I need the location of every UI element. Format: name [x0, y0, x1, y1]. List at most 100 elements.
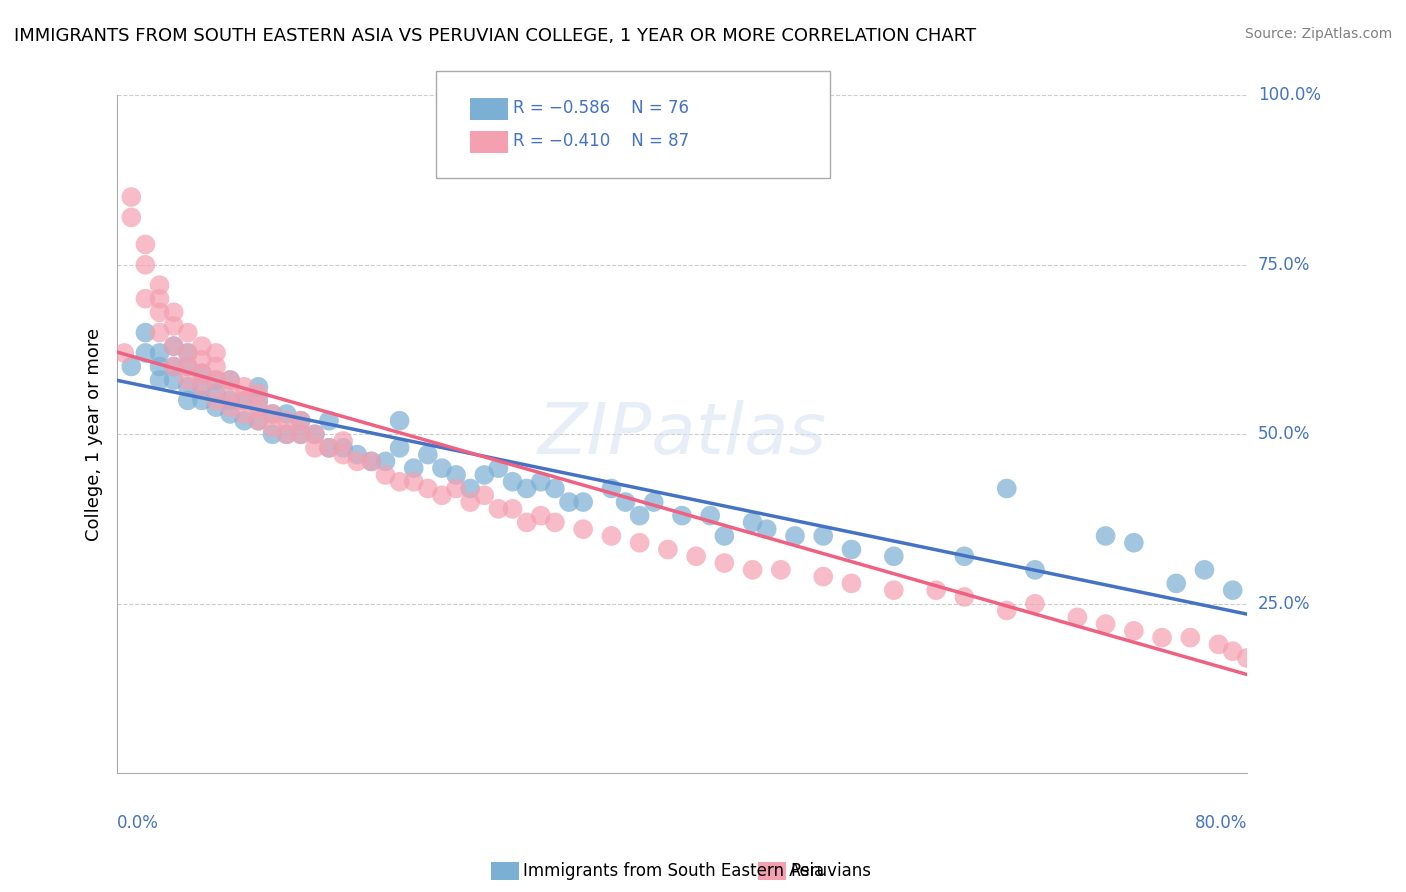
Point: [1094, 617, 1116, 632]
Point: [544, 516, 567, 530]
Point: [628, 508, 651, 523]
Text: 50.0%: 50.0%: [1258, 425, 1310, 443]
Point: [120, 190, 142, 204]
Point: [741, 563, 763, 577]
Point: [811, 569, 834, 583]
Point: [430, 488, 453, 502]
Point: [458, 482, 481, 496]
Text: IMMIGRANTS FROM SOUTH EASTERN ASIA VS PERUVIAN COLLEGE, 1 YEAR OR MORE CORRELATI: IMMIGRANTS FROM SOUTH EASTERN ASIA VS PE…: [14, 27, 976, 45]
Point: [262, 407, 284, 421]
Text: 75.0%: 75.0%: [1258, 256, 1310, 274]
Point: [995, 482, 1018, 496]
Point: [134, 237, 156, 252]
Point: [148, 326, 170, 340]
Point: [1152, 631, 1174, 645]
Point: [148, 305, 170, 319]
Point: [120, 211, 142, 225]
Point: [769, 563, 792, 577]
Point: [1122, 535, 1144, 549]
Text: ZIPatlas: ZIPatlas: [537, 400, 827, 469]
Point: [247, 393, 270, 408]
Point: [276, 407, 298, 421]
Point: [163, 305, 186, 319]
Text: 25.0%: 25.0%: [1258, 595, 1310, 613]
Point: [472, 467, 495, 482]
Y-axis label: College, 1 year or more: College, 1 year or more: [86, 327, 103, 541]
Point: [290, 427, 312, 442]
Point: [416, 482, 439, 496]
Point: [755, 522, 778, 536]
Point: [402, 461, 425, 475]
Point: [332, 434, 354, 448]
Point: [148, 346, 170, 360]
Point: [177, 359, 200, 374]
Point: [741, 516, 763, 530]
Point: [530, 508, 553, 523]
Point: [276, 427, 298, 442]
Point: [177, 393, 200, 408]
Point: [247, 414, 270, 428]
Point: [233, 393, 256, 408]
Point: [516, 482, 538, 496]
Point: [1278, 665, 1301, 679]
Point: [388, 475, 411, 489]
Point: [219, 393, 242, 408]
Point: [290, 427, 312, 442]
Point: [374, 467, 396, 482]
Point: [276, 414, 298, 428]
Point: [134, 326, 156, 340]
Text: Source: ZipAtlas.com: Source: ZipAtlas.com: [1244, 27, 1392, 41]
Text: 100.0%: 100.0%: [1258, 87, 1322, 104]
Point: [191, 380, 214, 394]
Point: [219, 373, 242, 387]
Point: [1222, 644, 1244, 658]
Point: [600, 482, 623, 496]
Point: [1024, 597, 1046, 611]
Point: [191, 393, 214, 408]
Point: [643, 495, 665, 509]
Point: [191, 366, 214, 380]
Text: 80.0%: 80.0%: [1195, 814, 1247, 832]
Point: [163, 359, 186, 374]
Point: [953, 590, 976, 604]
Point: [841, 542, 863, 557]
Point: [318, 441, 340, 455]
Point: [488, 501, 510, 516]
Point: [177, 346, 200, 360]
Point: [1208, 637, 1230, 651]
Point: [233, 393, 256, 408]
Point: [318, 441, 340, 455]
Point: [444, 467, 467, 482]
Point: [191, 366, 214, 380]
Point: [304, 441, 326, 455]
Point: [346, 448, 368, 462]
Point: [1024, 563, 1046, 577]
Point: [388, 414, 411, 428]
Point: [671, 508, 693, 523]
Point: [262, 420, 284, 434]
Point: [205, 373, 228, 387]
Point: [233, 414, 256, 428]
Point: [1166, 576, 1188, 591]
Point: [247, 380, 270, 394]
Point: [163, 318, 186, 333]
Point: [219, 373, 242, 387]
Text: R = −0.586    N = 76: R = −0.586 N = 76: [513, 99, 689, 117]
Text: Immigrants from South Eastern Asia: Immigrants from South Eastern Asia: [523, 862, 824, 880]
Point: [177, 346, 200, 360]
Point: [713, 529, 735, 543]
Point: [444, 482, 467, 496]
Point: [332, 448, 354, 462]
Point: [262, 407, 284, 421]
Point: [1066, 610, 1088, 624]
Point: [276, 427, 298, 442]
Point: [1194, 563, 1216, 577]
Point: [1122, 624, 1144, 638]
Point: [318, 414, 340, 428]
Point: [883, 549, 905, 564]
Point: [1236, 651, 1258, 665]
Point: [332, 441, 354, 455]
Point: [205, 393, 228, 408]
Point: [233, 380, 256, 394]
Point: [614, 495, 637, 509]
